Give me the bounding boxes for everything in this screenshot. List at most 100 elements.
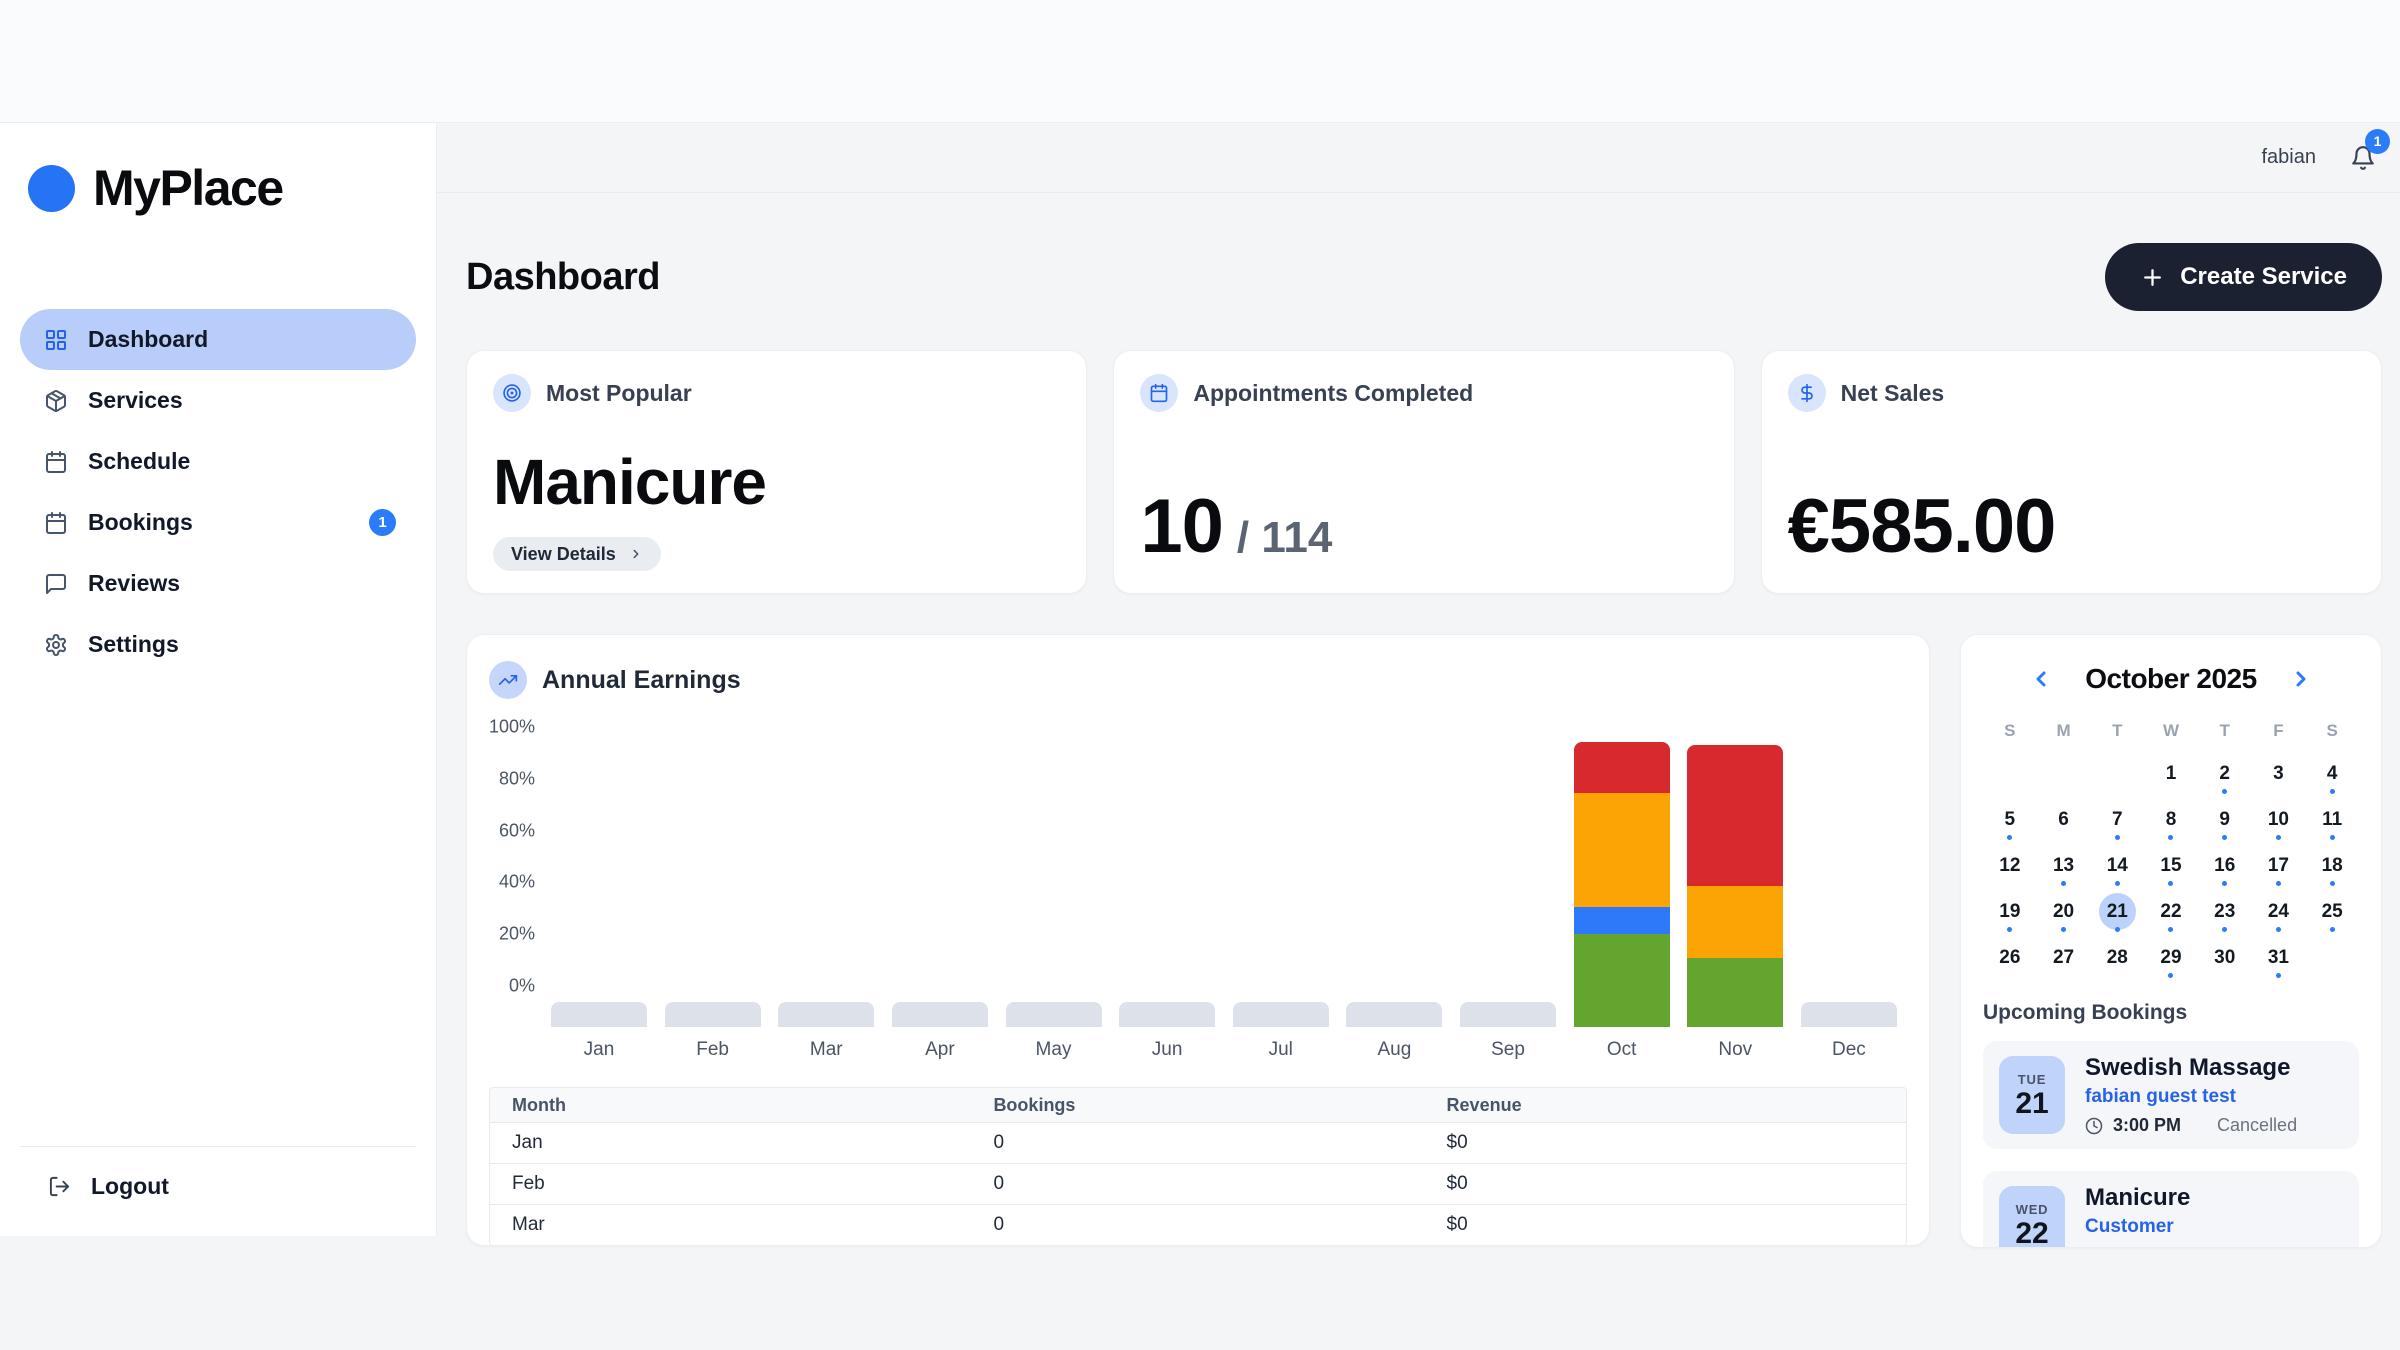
calendar-day-23[interactable]: 23 bbox=[2198, 893, 2252, 939]
create-service-button[interactable]: Create Service bbox=[2105, 243, 2382, 311]
calendar-day-10[interactable]: 10 bbox=[2252, 801, 2306, 847]
calendar-day-number: 21 bbox=[2098, 893, 2136, 930]
main-area: fabian 1 Dashboard Create Service Mo bbox=[437, 123, 2400, 1350]
table-cell: 0 bbox=[993, 1132, 1005, 1153]
calendar-day-number: 31 bbox=[2267, 946, 2289, 968]
y-tick-label: 40% bbox=[498, 871, 535, 892]
bar-placeholder bbox=[1232, 1001, 1329, 1027]
x-tick-label: Dec bbox=[1831, 1039, 1866, 1060]
calendar-day-11[interactable]: 11 bbox=[2305, 801, 2359, 847]
sidebar-item-services[interactable]: Services bbox=[20, 370, 416, 431]
chart-bars bbox=[541, 727, 1907, 1027]
calendar-day-2[interactable]: 2 bbox=[2198, 755, 2252, 801]
x-tick-label: Jan bbox=[583, 1039, 615, 1060]
calendar-day-1[interactable]: 1 bbox=[2144, 755, 2198, 801]
calendar-day-20[interactable]: 20 bbox=[2037, 893, 2091, 939]
calendar-prev-button[interactable] bbox=[2029, 667, 2053, 691]
calendar-day-15[interactable]: 15 bbox=[2144, 847, 2198, 893]
calendar-day-number: 28 bbox=[2106, 946, 2128, 968]
calendar-day-27[interactable]: 27 bbox=[2037, 939, 2091, 985]
calendar-day-18[interactable]: 18 bbox=[2305, 847, 2359, 893]
x-tick-label: Mar bbox=[809, 1039, 843, 1060]
calendar-day-7[interactable]: 7 bbox=[2090, 801, 2144, 847]
page-title: Dashboard bbox=[466, 255, 660, 298]
calendar-day-4[interactable]: 4 bbox=[2305, 755, 2359, 801]
view-details-button[interactable]: View Details bbox=[493, 537, 661, 571]
bar-placeholder bbox=[778, 1001, 875, 1027]
sidebar-item-reviews[interactable]: Reviews bbox=[20, 553, 416, 614]
calendar-day-number: 11 bbox=[2322, 808, 2343, 830]
calendar-day-3[interactable]: 3 bbox=[2252, 755, 2306, 801]
bar-mar bbox=[778, 1001, 875, 1027]
calendar-day-22[interactable]: 22 bbox=[2144, 893, 2198, 939]
net-sales-card: Net Sales €585.00 bbox=[1760, 350, 2382, 594]
x-tick-label: Sep bbox=[1491, 1039, 1525, 1060]
booking-card[interactable]: TUE 21 Swedish Massage fabian guest test 3:0… bbox=[1983, 1041, 2359, 1149]
calendar-day-21[interactable]: 21 bbox=[2090, 893, 2144, 939]
calendar-day-5[interactable]: 5 bbox=[1983, 801, 2037, 847]
calendar-day-25[interactable]: 25 bbox=[2305, 893, 2359, 939]
calendar-month-label: October 2025 bbox=[2085, 663, 2257, 694]
sidebar-item-label: Services bbox=[88, 387, 183, 413]
bar-jun bbox=[1119, 1001, 1216, 1027]
calendar-next-button[interactable] bbox=[2289, 667, 2313, 691]
segment-blue bbox=[1573, 907, 1670, 934]
appointments-total: / 114 bbox=[1236, 513, 1333, 562]
calendar-day-24[interactable]: 24 bbox=[2252, 893, 2306, 939]
calendar-day-9[interactable]: 9 bbox=[2198, 801, 2252, 847]
username[interactable]: fabian bbox=[2261, 146, 2317, 168]
sidebar-footer: Logout bbox=[20, 1146, 416, 1236]
sidebar-item-settings[interactable]: Settings bbox=[20, 614, 416, 675]
calendar-day-16[interactable]: 16 bbox=[2198, 847, 2252, 893]
calendar-day-number: 3 bbox=[2273, 762, 2284, 784]
net-sales-label: Net Sales bbox=[1840, 379, 1945, 406]
calendar-day-number: 17 bbox=[2267, 854, 2289, 876]
table-cell: Mar bbox=[512, 1214, 545, 1235]
booking-customer-link[interactable]: fabian guest test bbox=[2085, 1086, 2236, 1107]
sidebar-item-schedule[interactable]: Schedule bbox=[20, 431, 416, 492]
table-cell: 0 bbox=[993, 1173, 1005, 1194]
calendar-day-12[interactable]: 12 bbox=[1983, 847, 2037, 893]
calendar-day-31[interactable]: 31 bbox=[2252, 939, 2306, 985]
booking-day-number: 21 bbox=[2015, 1086, 2049, 1120]
most-popular-value: Manicure bbox=[493, 446, 767, 518]
table-header-cell: Revenue bbox=[1446, 1094, 1522, 1115]
table-cell: Jan bbox=[512, 1132, 543, 1153]
logout-button[interactable]: Logout bbox=[20, 1173, 416, 1200]
calendar-grid: S M T W T F S 1 2 3 4 5 6 7 8 9 10 11 12 13 14 15 16 17 18 19 20 21… bbox=[1983, 721, 2359, 985]
calendar-day-6[interactable]: 6 bbox=[2037, 801, 2091, 847]
segment-red bbox=[1573, 742, 1670, 793]
y-tick-label: 20% bbox=[498, 923, 535, 944]
calendar-day-19[interactable]: 19 bbox=[1983, 893, 2037, 939]
calendar-day-number: 5 bbox=[2004, 808, 2016, 830]
most-popular-card: Most Popular Manicure View Details bbox=[466, 350, 1088, 594]
calendar-day-29[interactable]: 29 bbox=[2144, 939, 2198, 985]
calendar-day-28[interactable]: 28 bbox=[2090, 939, 2144, 985]
settings-gear-icon bbox=[44, 633, 68, 657]
booking-service-name: Swedish Massage bbox=[2085, 1054, 2291, 1081]
calendar-day-empty bbox=[2090, 755, 2144, 801]
calendar-day-26[interactable]: 26 bbox=[1983, 939, 2037, 985]
calendar-day-8[interactable]: 8 bbox=[2144, 801, 2198, 847]
sidebar-item-bookings[interactable]: Bookings 1 bbox=[20, 492, 416, 553]
notifications-button[interactable]: 1 bbox=[2350, 128, 2390, 171]
calendar-day-13[interactable]: 13 bbox=[2037, 847, 2091, 893]
booking-service-name: Manicure bbox=[2085, 1184, 2191, 1211]
calendar-day-17[interactable]: 17 bbox=[2252, 847, 2306, 893]
brand-name: MyPlace bbox=[93, 160, 284, 216]
booking-time: 2:00 AM bbox=[2113, 1245, 2181, 1247]
dashboard-content: Dashboard Create Service Most Popular Ma… bbox=[437, 193, 2400, 1248]
calendar-day-number: 6 bbox=[2058, 808, 2069, 830]
bar-placeholder bbox=[1346, 1001, 1443, 1027]
dollar-icon bbox=[1787, 374, 1826, 412]
calendar-event-dot bbox=[2275, 881, 2281, 886]
calendar-day-number: 24 bbox=[2267, 900, 2289, 922]
booking-meta: 3:00 PM Cancelled bbox=[2085, 1115, 2297, 1136]
booking-customer-link[interactable]: Customer bbox=[2085, 1216, 2174, 1237]
calendar-day-14[interactable]: 14 bbox=[2090, 847, 2144, 893]
calendar-day-30[interactable]: 30 bbox=[2198, 939, 2252, 985]
x-tick-label: Oct bbox=[1606, 1039, 1637, 1060]
sidebar-item-dashboard[interactable]: Dashboard bbox=[20, 309, 416, 370]
segment-red bbox=[1687, 745, 1784, 886]
